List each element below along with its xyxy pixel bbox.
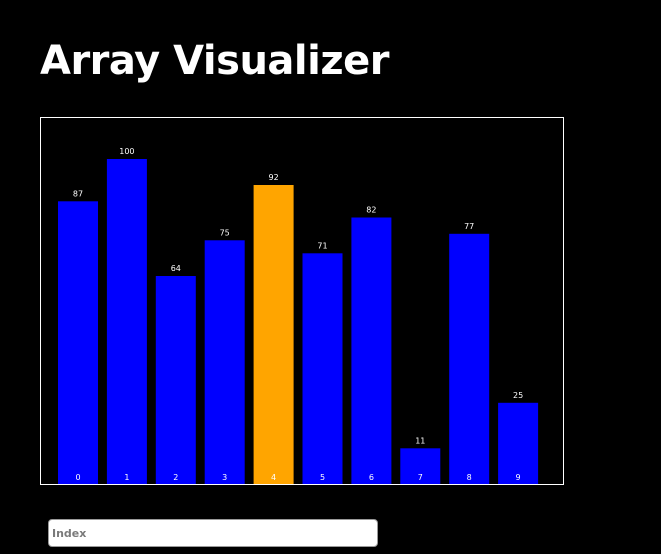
bar-index-label: 5 — [320, 473, 325, 482]
bar-value-label: 77 — [464, 222, 474, 231]
bar-index-label: 6 — [369, 473, 374, 482]
bar — [449, 233, 490, 484]
highlighted-bar — [253, 185, 294, 484]
bar — [351, 217, 392, 484]
bar-index-label: 4 — [271, 473, 276, 482]
bar-value-label: 100 — [119, 147, 134, 156]
bar — [498, 402, 539, 484]
bar-index-label: 7 — [418, 473, 423, 482]
bar — [106, 159, 147, 484]
bar — [400, 448, 441, 484]
bar — [204, 240, 245, 484]
bar-index-label: 2 — [173, 473, 178, 482]
bar-index-label: 8 — [467, 473, 472, 482]
bar-value-label: 92 — [269, 173, 279, 182]
bar-value-label: 75 — [220, 228, 230, 237]
bar-value-label: 11 — [415, 436, 425, 445]
bar-index-label: 1 — [124, 473, 129, 482]
bar-value-label: 25 — [513, 391, 523, 400]
bar-value-label: 64 — [171, 264, 181, 273]
bar-value-label: 82 — [366, 206, 376, 215]
bar — [155, 276, 196, 484]
index-input[interactable] — [48, 519, 378, 547]
bar — [302, 253, 343, 484]
bar-index-label: 0 — [75, 473, 80, 482]
bar-value-label: 87 — [73, 189, 83, 198]
bar-index-label: 3 — [222, 473, 227, 482]
bar — [58, 201, 98, 484]
array-bar-chart: 87 0 100 1 64 2 75 3 92 4 71 5 82 6 11 7 77 8 25 9 — [40, 117, 564, 485]
bar-value-label: 71 — [317, 241, 327, 250]
bar-index-label: 9 — [516, 473, 521, 482]
page-title: Array Visualizer — [40, 38, 389, 84]
